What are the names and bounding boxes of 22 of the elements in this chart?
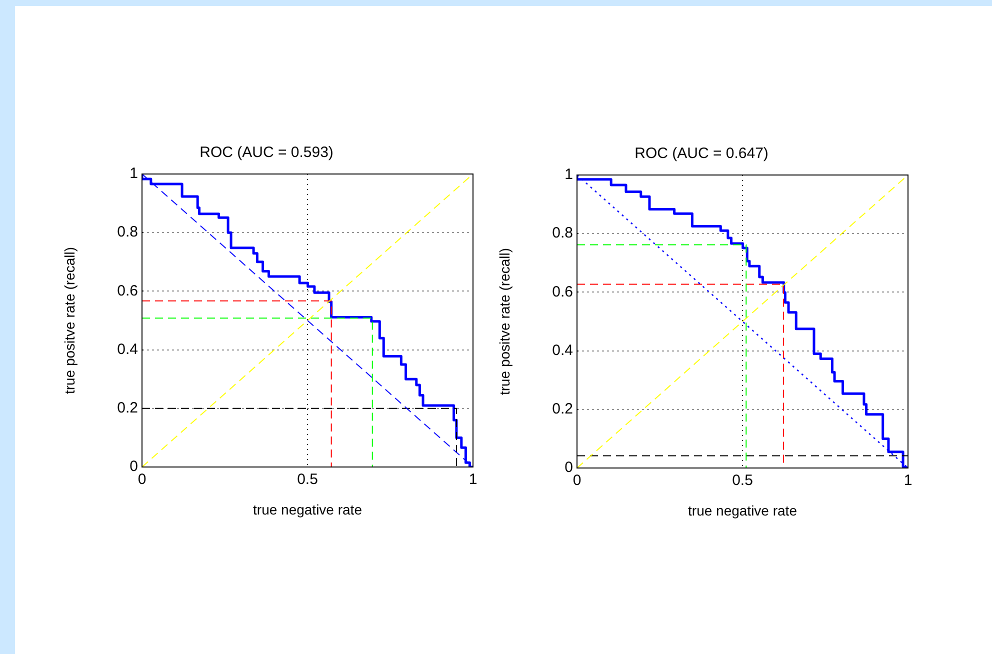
y-tick-label: 0.2 [117, 400, 138, 417]
chart-title: ROC (AUC = 0.593) [200, 144, 334, 162]
x-tick-label: 1 [468, 471, 478, 488]
y-tick-label: 0.6 [117, 282, 138, 300]
y-tick-label: 0.4 [552, 342, 573, 359]
y-axis-title: true positve rate (recall) [496, 248, 512, 396]
chart-title: ROC (AUC = 0.647) [634, 145, 768, 162]
y-tick-label: 1 [564, 166, 573, 184]
y-tick-label: 0.2 [552, 400, 573, 418]
x-axis-title: true negative rate [253, 501, 362, 518]
x-tick-label: 1 [904, 472, 912, 490]
x-axis-title: true negative rate [688, 502, 798, 518]
y-tick-label: 0.8 [117, 224, 138, 241]
y-tick-label: 0.8 [552, 224, 573, 242]
y-tick-label: 0.4 [117, 340, 138, 358]
y-tick-label: 0.6 [552, 283, 573, 300]
y-axis-title: true positve rate (recall) [61, 246, 78, 394]
y-tick-label: 0 [130, 458, 138, 476]
y-tick-label: 1 [130, 165, 138, 182]
x-tick-label: 0.5 [732, 472, 753, 490]
x-tick-label: 0.5 [297, 471, 318, 488]
y-tick-label: 0 [564, 459, 573, 476]
